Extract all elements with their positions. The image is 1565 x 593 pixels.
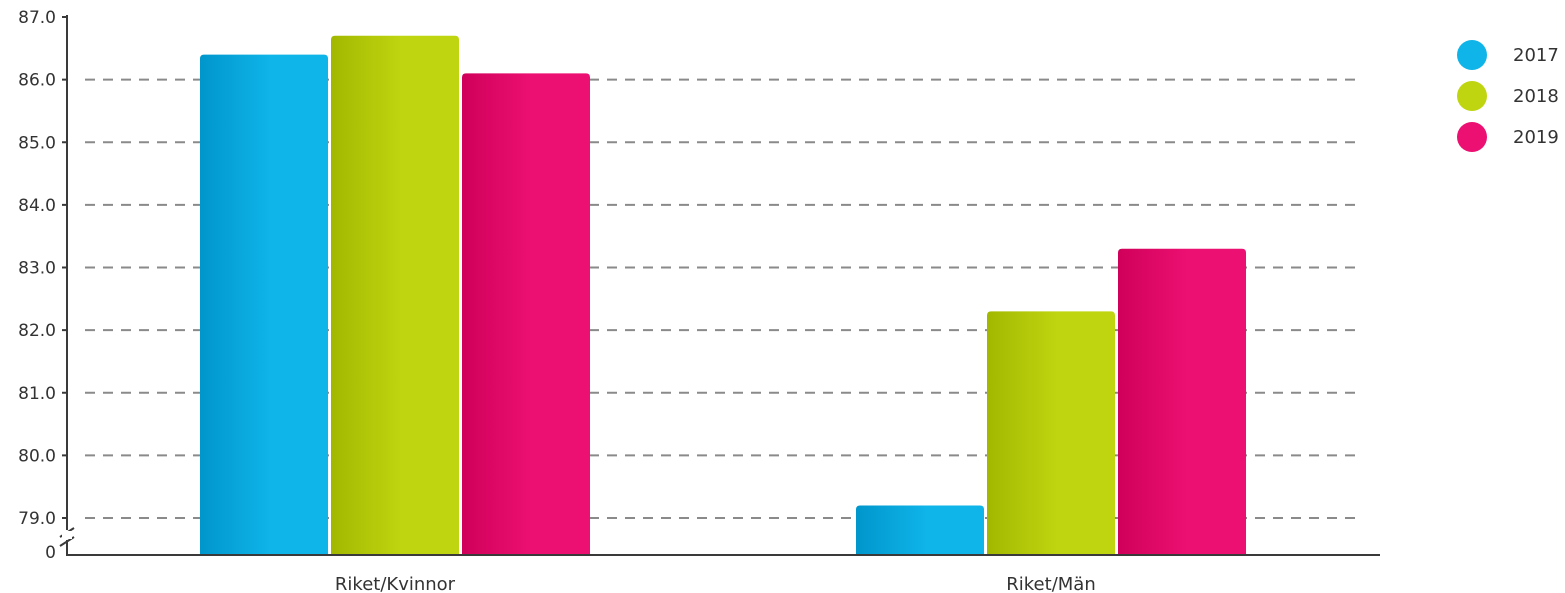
axis-labels: 0 79.0 80.0 81.0 82.0 83.0 84.0 85.0 86.0 87.0 Rik… bbox=[18, 8, 1096, 593]
y-tick-label: 85.0 bbox=[18, 133, 56, 153]
axis-break-gap bbox=[62, 531, 72, 539]
y-tick-label: 81.0 bbox=[18, 384, 56, 404]
y-tick-label: 80.0 bbox=[18, 446, 56, 466]
legend-label: 2017 bbox=[1513, 45, 1559, 66]
bar-2018-0 bbox=[331, 35, 459, 556]
y-tick-label: 82.0 bbox=[18, 321, 56, 341]
legend-label: 2018 bbox=[1513, 86, 1559, 107]
y-tick-label: 84.0 bbox=[18, 196, 56, 216]
bar-2019-0 bbox=[462, 73, 590, 556]
legend-label: 2019 bbox=[1513, 127, 1559, 148]
legend-swatch-2019 bbox=[1457, 122, 1487, 152]
legend-swatch-2018 bbox=[1457, 81, 1487, 111]
y-tick-label: 79.0 bbox=[18, 509, 56, 529]
bar-2018-1 bbox=[987, 311, 1115, 555]
y-tick-label: 83.0 bbox=[18, 259, 56, 279]
y-tick-label: 87.0 bbox=[18, 8, 56, 28]
x-category-label: Riket/Män bbox=[1006, 574, 1095, 593]
x-category-label: Riket/Kvinnor bbox=[335, 574, 456, 593]
bars bbox=[200, 35, 1246, 556]
grid-lines bbox=[85, 78, 1355, 519]
bar-2019-1 bbox=[1118, 248, 1246, 555]
legend-swatch-2017 bbox=[1457, 40, 1487, 70]
bar-2017-0 bbox=[200, 54, 328, 555]
y-tick-label: 86.0 bbox=[18, 71, 56, 91]
legend: 2017 2018 2019 bbox=[1457, 40, 1559, 152]
bar-2017-1 bbox=[856, 505, 984, 555]
axes bbox=[59, 15, 1380, 556]
y-tick-label: 0 bbox=[45, 543, 56, 563]
